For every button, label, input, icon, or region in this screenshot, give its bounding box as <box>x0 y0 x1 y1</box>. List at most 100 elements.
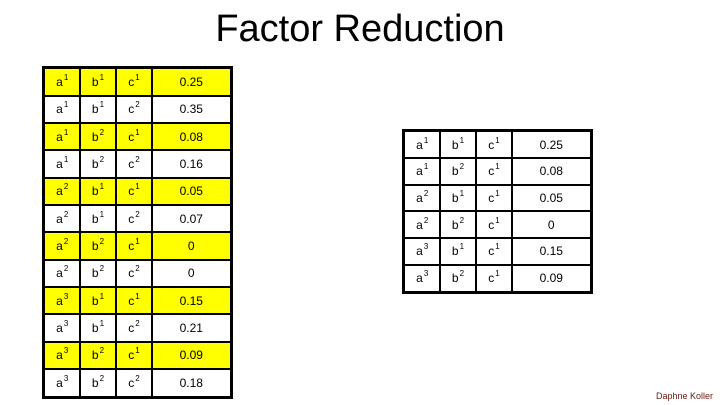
assignment-superscript: 1 <box>135 237 140 247</box>
variable-letter: c <box>128 184 135 199</box>
factor-row: a1 b1 c1 0.25 <box>402 129 593 160</box>
factor-row: a2 b2 c1 0 <box>402 210 593 240</box>
variable-letter: b <box>91 239 99 254</box>
b-assignment-cell: b1 <box>78 94 117 125</box>
assignment-superscript: 1 <box>135 182 140 192</box>
assignment-superscript: 2 <box>459 215 465 225</box>
c-assignment-cell: c1 <box>474 237 513 266</box>
variable-letter: b <box>91 74 99 89</box>
variable-letter: b <box>451 217 459 232</box>
assignment-superscript: 1 <box>99 100 105 110</box>
variable-letter: b <box>91 321 99 336</box>
c-assignment-cell: c1 <box>474 157 513 186</box>
assignment-superscript: 2 <box>63 182 69 192</box>
variable-letter: c <box>128 129 135 144</box>
slide-title: Factor Reduction <box>215 8 505 50</box>
assignment-superscript: 3 <box>423 269 429 279</box>
variable-letter: a <box>56 184 63 199</box>
variable-letter: b <box>91 157 99 172</box>
assignment-superscript: 3 <box>63 346 69 356</box>
assignment-superscript: 1 <box>459 189 465 199</box>
a-assignment-cell: a2 <box>42 258 81 289</box>
factor-row: a2 b2 c2 0 <box>42 258 233 289</box>
a-assignment-cell: a3 <box>402 263 441 294</box>
factor-row: a3 b1 c1 0.15 <box>42 286 233 316</box>
variable-letter: b <box>91 129 99 144</box>
assignment-superscript: 1 <box>495 162 500 172</box>
variable-letter: a <box>56 266 63 281</box>
factor-row: a3 b1 c1 0.15 <box>402 237 593 266</box>
a-assignment-cell: a3 <box>42 340 81 371</box>
a-assignment-cell: a1 <box>42 66 81 97</box>
full-factor-table: a1 b1 c1 0.25 a1 b1 c2 0.35 a1 b2 c1 0.08 a1 b2 c2 0.16… <box>42 66 233 399</box>
variable-letter: a <box>56 321 63 336</box>
a-assignment-cell: a3 <box>42 286 81 316</box>
a-assignment-cell: a3 <box>42 313 81 343</box>
variable-letter: c <box>128 293 135 308</box>
c-assignment-cell: c2 <box>114 204 153 234</box>
c-assignment-cell: c1 <box>114 122 153 152</box>
c-assignment-cell: c2 <box>114 258 153 289</box>
variable-letter: b <box>91 184 99 199</box>
factor-value-cell: 0 <box>150 231 233 261</box>
assignment-superscript: 2 <box>63 237 69 247</box>
factor-row: a2 b1 c2 0.07 <box>42 204 233 234</box>
b-assignment-cell: b2 <box>78 231 117 261</box>
b-assignment-cell: b1 <box>78 66 117 97</box>
variable-letter: b <box>91 376 99 391</box>
variable-letter: c <box>128 266 135 281</box>
assignment-superscript: 1 <box>495 135 500 145</box>
assignment-superscript: 2 <box>135 100 140 110</box>
assignment-superscript: 1 <box>99 291 105 301</box>
assignment-superscript: 2 <box>63 264 69 274</box>
variable-letter: a <box>416 217 423 232</box>
factor-value-cell: 0.08 <box>150 122 233 152</box>
assignment-superscript: 2 <box>99 374 105 384</box>
assignment-superscript: 2 <box>99 264 105 274</box>
variable-letter: c <box>128 102 135 117</box>
factor-value-cell: 0.25 <box>510 129 593 160</box>
assignment-superscript: 3 <box>63 374 69 384</box>
b-assignment-cell: b1 <box>78 204 117 234</box>
a-assignment-cell: a2 <box>402 210 441 240</box>
assignment-superscript: 3 <box>63 291 69 301</box>
variable-letter: a <box>56 102 63 117</box>
variable-letter: a <box>416 137 423 152</box>
assignment-superscript: 3 <box>63 319 69 329</box>
assignment-superscript: 1 <box>495 215 500 225</box>
b-assignment-cell: b2 <box>438 157 477 186</box>
assignment-superscript: 2 <box>423 189 429 199</box>
variable-letter: a <box>56 293 63 308</box>
b-assignment-cell: b1 <box>78 176 117 207</box>
variable-letter: c <box>128 239 135 254</box>
assignment-superscript: 2 <box>135 319 140 329</box>
b-assignment-cell: b1 <box>438 183 477 213</box>
factor-value-cell: 0.08 <box>510 157 593 186</box>
variable-letter: a <box>56 239 63 254</box>
factor-row: a3 b2 c2 0.18 <box>42 368 233 399</box>
assignment-superscript: 2 <box>459 162 465 172</box>
factor-value-cell: 0.09 <box>150 340 233 371</box>
assignment-superscript: 2 <box>135 155 140 165</box>
factor-row: a1 b1 c2 0.35 <box>42 94 233 125</box>
author-credit: Daphne Koller <box>655 391 713 401</box>
a-assignment-cell: a1 <box>42 122 81 152</box>
c-assignment-cell: c1 <box>114 176 153 207</box>
variable-letter: a <box>56 157 63 172</box>
variable-letter: a <box>416 164 423 179</box>
c-assignment-cell: c1 <box>474 129 513 160</box>
b-assignment-cell: b1 <box>438 129 477 160</box>
factor-value-cell: 0 <box>150 258 233 289</box>
variable-letter: b <box>91 102 99 117</box>
assignment-superscript: 1 <box>135 346 140 356</box>
variable-letter: a <box>416 271 423 286</box>
assignment-superscript: 1 <box>459 242 465 252</box>
variable-letter: b <box>451 271 459 286</box>
assignment-superscript: 1 <box>423 162 429 172</box>
assignment-superscript: 2 <box>99 155 105 165</box>
b-assignment-cell: b2 <box>438 263 477 294</box>
b-assignment-cell: b1 <box>78 286 117 316</box>
a-assignment-cell: a1 <box>402 129 441 160</box>
assignment-superscript: 2 <box>135 209 140 219</box>
